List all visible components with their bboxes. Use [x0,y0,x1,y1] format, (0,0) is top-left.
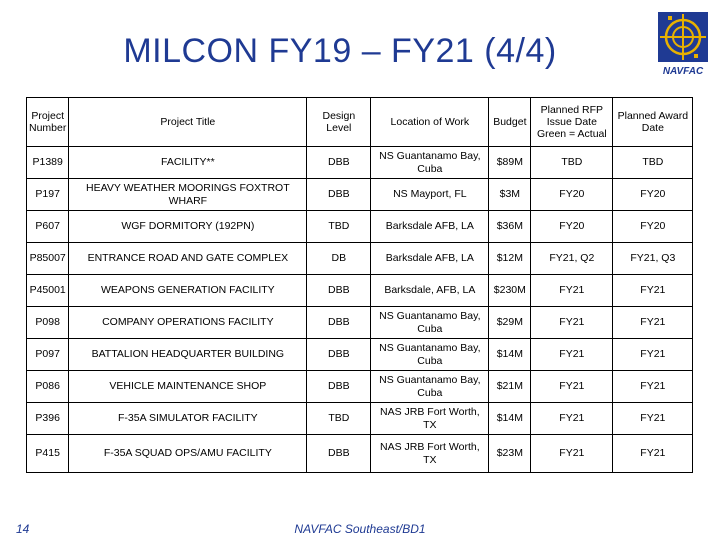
cell-award-date: TBD [612,146,694,179]
cell-award-date: FY21 [612,338,694,371]
navfac-logo: NAVFAC [654,10,712,77]
table-row: P1389 FACILITY** DBB NS Guantanamo Bay, … [25,146,694,179]
cell-location: NS Guantanamo Bay, Cuba [370,146,490,179]
cell-project-number: P415 [25,434,70,473]
navfac-logo-icon: NAVFAC [658,12,708,77]
cell-project-title: VEHICLE MAINTENANCE SHOP [68,370,308,403]
header-rfp-date: Planned RFP Issue Date Green = Actual [530,97,614,147]
cell-design-level: DBB [306,274,372,307]
cell-design-level: DBB [306,146,372,179]
logo-label: NAVFAC [663,66,704,76]
cell-budget: $89M [488,146,532,179]
footer-source: NAVFAC Southeast/BD1 [294,522,426,536]
cell-project-number: P607 [25,210,70,243]
cell-project-title: WGF DORMITORY (192PN) [68,210,308,243]
cell-location: NS Mayport, FL [370,178,490,211]
cell-location: NS Guantanamo Bay, Cuba [370,370,490,403]
page-title: MILCON FY19 – FY21 (4/4) [123,32,557,70]
cell-rfp-date: FY21 [530,402,614,435]
cell-project-number: P45001 [25,274,70,307]
cell-project-title: F-35A SIMULATOR FACILITY [68,402,308,435]
cell-project-title: HEAVY WEATHER MOORINGS FOXTROT WHARF [68,178,308,211]
cell-rfp-date: FY21 [530,306,614,339]
cell-rfp-date: FY20 [530,210,614,243]
cell-budget: $29M [488,306,532,339]
header-project-title: Project Title [68,97,308,147]
cell-award-date: FY21, Q3 [612,242,694,275]
cell-design-level: DBB [306,178,372,211]
cell-budget: $3M [488,178,532,211]
cell-award-date: FY21 [612,402,694,435]
cell-award-date: FY21 [612,434,694,473]
cell-rfp-date: FY21 [530,434,614,473]
cell-project-number: P097 [25,338,70,371]
cell-project-title: WEAPONS GENERATION FACILITY [68,274,308,307]
cell-project-title: BATTALION HEADQUARTER BUILDING [68,338,308,371]
cell-design-level: DBB [306,434,372,473]
cell-rfp-date: FY21 [530,274,614,307]
table-row: P396 F-35A SIMULATOR FACILITY TBD NAS JR… [25,402,694,435]
cell-project-title: F-35A SQUAD OPS/AMU FACILITY [68,434,308,473]
cell-project-number: P197 [25,178,70,211]
table-row: P45001 WEAPONS GENERATION FACILITY DBB B… [25,274,694,307]
cell-rfp-date: TBD [530,146,614,179]
cell-design-level: DB [306,242,372,275]
page-number: 14 [16,522,30,536]
header-location: Location of Work [370,97,490,147]
table-row: P097 BATTALION HEADQUARTER BUILDING DBB … [25,338,694,371]
cell-budget: $14M [488,402,532,435]
cell-design-level: TBD [306,210,372,243]
cell-project-title: COMPANY OPERATIONS FACILITY [68,306,308,339]
cell-award-date: FY20 [612,178,694,211]
cell-budget: $12M [488,242,532,275]
cell-budget: $21M [488,370,532,403]
cell-project-title: FACILITY** [68,146,308,179]
header-design-level: Design Level [306,97,372,147]
table-row: P197 HEAVY WEATHER MOORINGS FOXTROT WHAR… [25,178,694,211]
table-row: P098 COMPANY OPERATIONS FACILITY DBB NS … [25,306,694,339]
cell-project-number: P086 [25,370,70,403]
cell-budget: $14M [488,338,532,371]
cell-rfp-date: FY21, Q2 [530,242,614,275]
cell-award-date: FY21 [612,274,694,307]
header-project-number: Project Number [25,97,70,147]
header-budget: Budget [488,97,532,147]
cell-award-date: FY21 [612,306,694,339]
table-header-row: Project Number Project Title Design Leve… [25,97,694,147]
cell-project-number: P396 [25,402,70,435]
cell-design-level: DBB [306,370,372,403]
cell-location: NAS JRB Fort Worth, TX [370,434,490,473]
cell-design-level: DBB [306,306,372,339]
cell-project-number: P098 [25,306,70,339]
cell-project-number: P85007 [25,242,70,275]
cell-budget: $36M [488,210,532,243]
cell-budget: $23M [488,434,532,473]
table-row: P607 WGF DORMITORY (192PN) TBD Barksdale… [25,210,694,243]
cell-design-level: TBD [306,402,372,435]
milcon-table: Project Number Project Title Design Leve… [25,97,694,473]
cell-rfp-date: FY20 [530,178,614,211]
table-row: P086 VEHICLE MAINTENANCE SHOP DBB NS Gua… [25,370,694,403]
cell-rfp-date: FY21 [530,338,614,371]
cell-design-level: DBB [306,338,372,371]
cell-location: NS Guantanamo Bay, Cuba [370,306,490,339]
cell-location: NAS JRB Fort Worth, TX [370,402,490,435]
table-row: P85007 ENTRANCE ROAD AND GATE COMPLEX DB… [25,242,694,275]
cell-location: Barksdale AFB, LA [370,242,490,275]
header-award-date: Planned Award Date [612,97,694,147]
cell-budget: $230M [488,274,532,307]
cell-award-date: FY21 [612,370,694,403]
cell-location: NS Guantanamo Bay, Cuba [370,338,490,371]
cell-project-title: ENTRANCE ROAD AND GATE COMPLEX [68,242,308,275]
cell-project-number: P1389 [25,146,70,179]
table-row: P415 F-35A SQUAD OPS/AMU FACILITY DBB NA… [25,434,694,473]
cell-rfp-date: FY21 [530,370,614,403]
cell-award-date: FY20 [612,210,694,243]
cell-location: Barksdale, AFB, LA [370,274,490,307]
cell-location: Barksdale AFB, LA [370,210,490,243]
